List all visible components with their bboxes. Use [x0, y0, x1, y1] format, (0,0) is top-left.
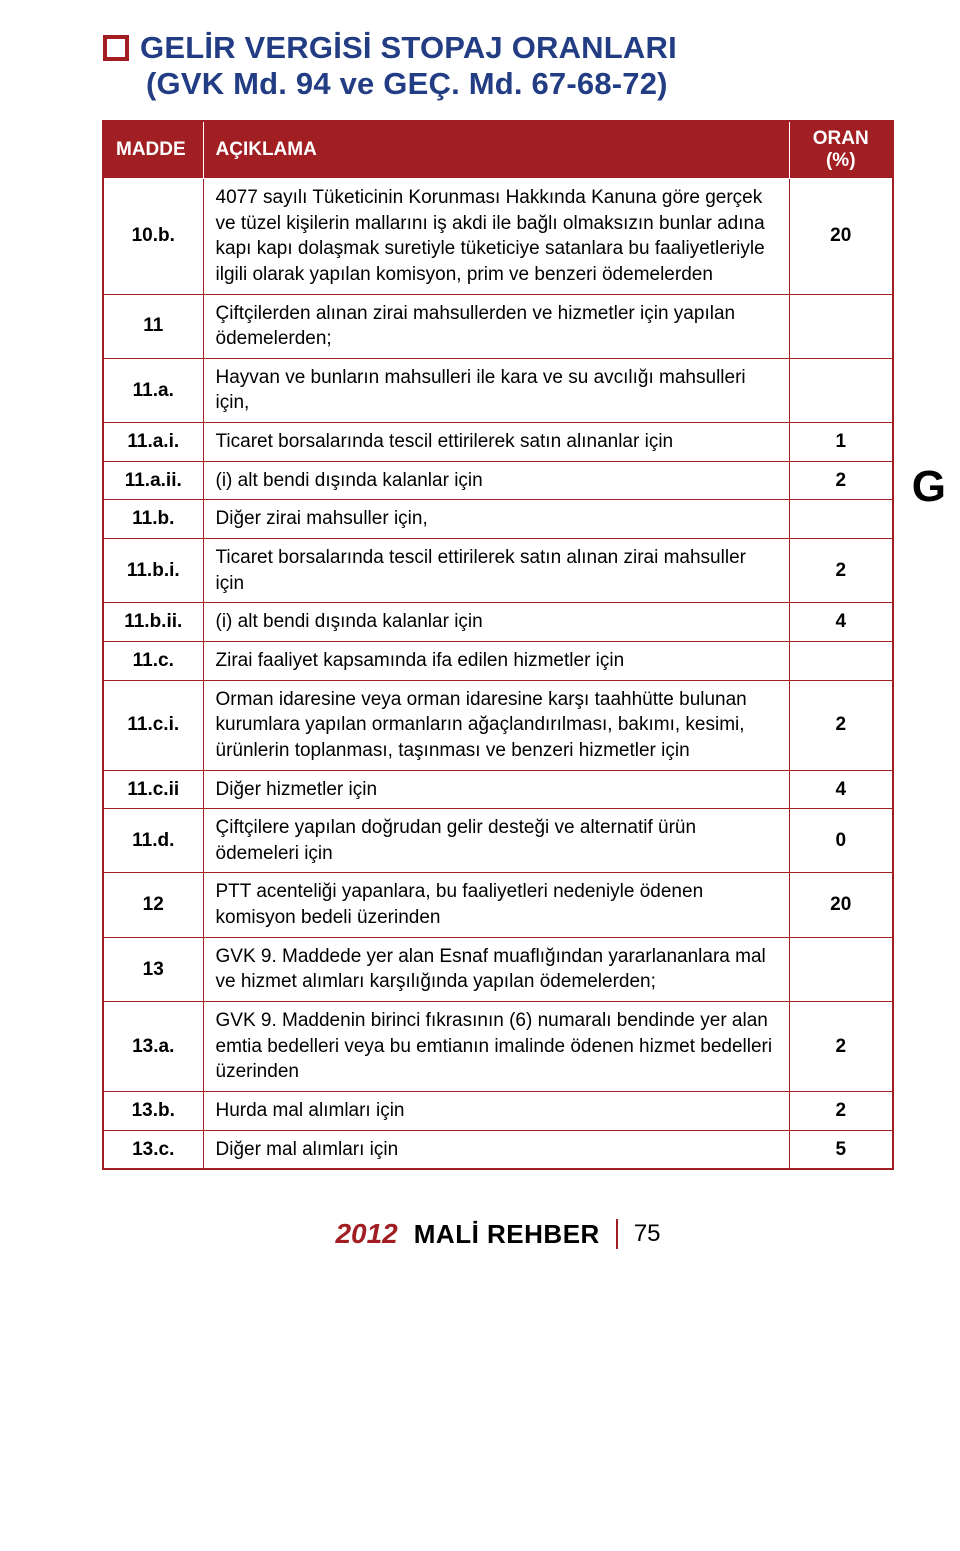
cell-madde: 13.a. — [103, 1002, 203, 1092]
cell-oran: 1 — [789, 423, 893, 462]
cell-aciklama: 4077 sayılı Tüketicinin Korunması Hakkın… — [203, 179, 789, 295]
cell-oran: 5 — [789, 1130, 893, 1169]
table-row: 11.c.i. Orman idaresine veya orman idare… — [103, 680, 893, 770]
header-oran: ORAN (%) — [789, 121, 893, 179]
page-title: GELİR VERGİSİ STOPAJ ORANLARI — [140, 30, 677, 66]
cell-oran: 2 — [789, 461, 893, 500]
cell-aciklama: Ticaret borsalarında tescil ettirilerek … — [203, 423, 789, 462]
table-header-row: MADDE AÇIKLAMA ORAN (%) — [103, 121, 893, 179]
cell-aciklama: Çiftçilere yapılan doğrudan gelir desteğ… — [203, 809, 789, 873]
cell-madde: 13.b. — [103, 1091, 203, 1130]
table-row: 11.d. Çiftçilere yapılan doğrudan gelir … — [103, 809, 893, 873]
cell-madde: 11.c. — [103, 641, 203, 680]
cell-oran: 20 — [789, 179, 893, 295]
cell-oran: 2 — [789, 680, 893, 770]
cell-madde: 11 — [103, 294, 203, 358]
cell-aciklama: Çiftçilerden alınan zirai mahsullerden v… — [203, 294, 789, 358]
cell-aciklama: (i) alt bendi dışında kalanlar için — [203, 603, 789, 642]
cell-madde: 13.c. — [103, 1130, 203, 1169]
footer-year: 2012 — [335, 1218, 397, 1250]
cell-oran: 2 — [789, 1002, 893, 1092]
cell-madde: 13 — [103, 937, 203, 1001]
cell-madde: 11.c.ii — [103, 770, 203, 809]
page-footer: 2012 MALİ REHBER 75 — [102, 1218, 894, 1250]
cell-aciklama: Diğer zirai mahsuller için, — [203, 500, 789, 539]
cell-aciklama: PTT acenteliği yapanlara, bu faaliyetler… — [203, 873, 789, 937]
cell-oran — [789, 358, 893, 422]
cell-oran: 20 — [789, 873, 893, 937]
table-row: 11.c. Zirai faaliyet kapsamında ifa edil… — [103, 641, 893, 680]
table-row: 11.a.ii. (i) alt bendi dışında kalanlar … — [103, 461, 893, 500]
table-row: 13.a. GVK 9. Maddenin birinci fıkrasının… — [103, 1002, 893, 1092]
table-row: 13 GVK 9. Maddede yer alan Esnaf muaflığ… — [103, 937, 893, 1001]
footer-label: MALİ REHBER — [414, 1219, 600, 1250]
cell-madde: 11.d. — [103, 809, 203, 873]
page-subtitle: (GVK Md. 94 ve GEÇ. Md. 67-68-72) — [146, 66, 894, 102]
cell-aciklama: Orman idaresine veya orman idaresine kar… — [203, 680, 789, 770]
cell-oran: 2 — [789, 1091, 893, 1130]
cell-aciklama: Diğer mal alımları için — [203, 1130, 789, 1169]
header-madde: MADDE — [103, 121, 203, 179]
cell-madde: 10.b. — [103, 179, 203, 295]
table-row: 11.b.ii. (i) alt bendi dışında kalanlar … — [103, 603, 893, 642]
cell-oran: 4 — [789, 770, 893, 809]
cell-oran: 0 — [789, 809, 893, 873]
cell-madde: 11.a.i. — [103, 423, 203, 462]
cell-aciklama: Hayvan ve bunların mahsulleri ile kara v… — [203, 358, 789, 422]
table-row: 11.a.i. Ticaret borsalarında tescil etti… — [103, 423, 893, 462]
cell-oran — [789, 937, 893, 1001]
cell-madde: 11.c.i. — [103, 680, 203, 770]
cell-madde: 12 — [103, 873, 203, 937]
table-row: 13.b. Hurda mal alımları için 2 — [103, 1091, 893, 1130]
cell-aciklama: Hurda mal alımları için — [203, 1091, 789, 1130]
cell-madde: 11.b.ii. — [103, 603, 203, 642]
table-row: 10.b. 4077 sayılı Tüketicinin Korunması … — [103, 179, 893, 295]
section-letter: G — [912, 462, 946, 512]
table-row: 11.b.i. Ticaret borsalarında tescil etti… — [103, 539, 893, 603]
cell-aciklama: GVK 9. Maddede yer alan Esnaf muaflığınd… — [203, 937, 789, 1001]
cell-oran — [789, 641, 893, 680]
cell-oran: 4 — [789, 603, 893, 642]
cell-madde: 11.a.ii. — [103, 461, 203, 500]
table-row: 11 Çiftçilerden alınan zirai mahsullerde… — [103, 294, 893, 358]
table-row: 13.c. Diğer mal alımları için 5 — [103, 1130, 893, 1169]
cell-aciklama: Ticaret borsalarında tescil ettirilerek … — [203, 539, 789, 603]
table-row: 12 PTT acenteliği yapanlara, bu faaliyet… — [103, 873, 893, 937]
cell-oran — [789, 500, 893, 539]
cell-madde: 11.b. — [103, 500, 203, 539]
cell-aciklama: Diğer hizmetler için — [203, 770, 789, 809]
cell-madde: 11.b.i. — [103, 539, 203, 603]
tax-rate-table: MADDE AÇIKLAMA ORAN (%) 10.b. 4077 sayıl… — [102, 120, 894, 1170]
cell-aciklama: (i) alt bendi dışında kalanlar için — [203, 461, 789, 500]
header-aciklama: AÇIKLAMA — [203, 121, 789, 179]
page-title-wrap: GELİR VERGİSİ STOPAJ ORANLARI (GVK Md. 9… — [102, 30, 894, 102]
cell-aciklama: GVK 9. Maddenin birinci fıkrasının (6) n… — [203, 1002, 789, 1092]
table-row: 11.b. Diğer zirai mahsuller için, — [103, 500, 893, 539]
cell-aciklama: Zirai faaliyet kapsamında ifa edilen hiz… — [203, 641, 789, 680]
bullet-icon — [102, 34, 130, 62]
cell-oran — [789, 294, 893, 358]
footer-separator-icon — [616, 1219, 618, 1249]
footer-page-number: 75 — [634, 1220, 661, 1248]
cell-madde: 11.a. — [103, 358, 203, 422]
table-row: 11.a. Hayvan ve bunların mahsulleri ile … — [103, 358, 893, 422]
table-row: 11.c.ii Diğer hizmetler için 4 — [103, 770, 893, 809]
cell-oran: 2 — [789, 539, 893, 603]
